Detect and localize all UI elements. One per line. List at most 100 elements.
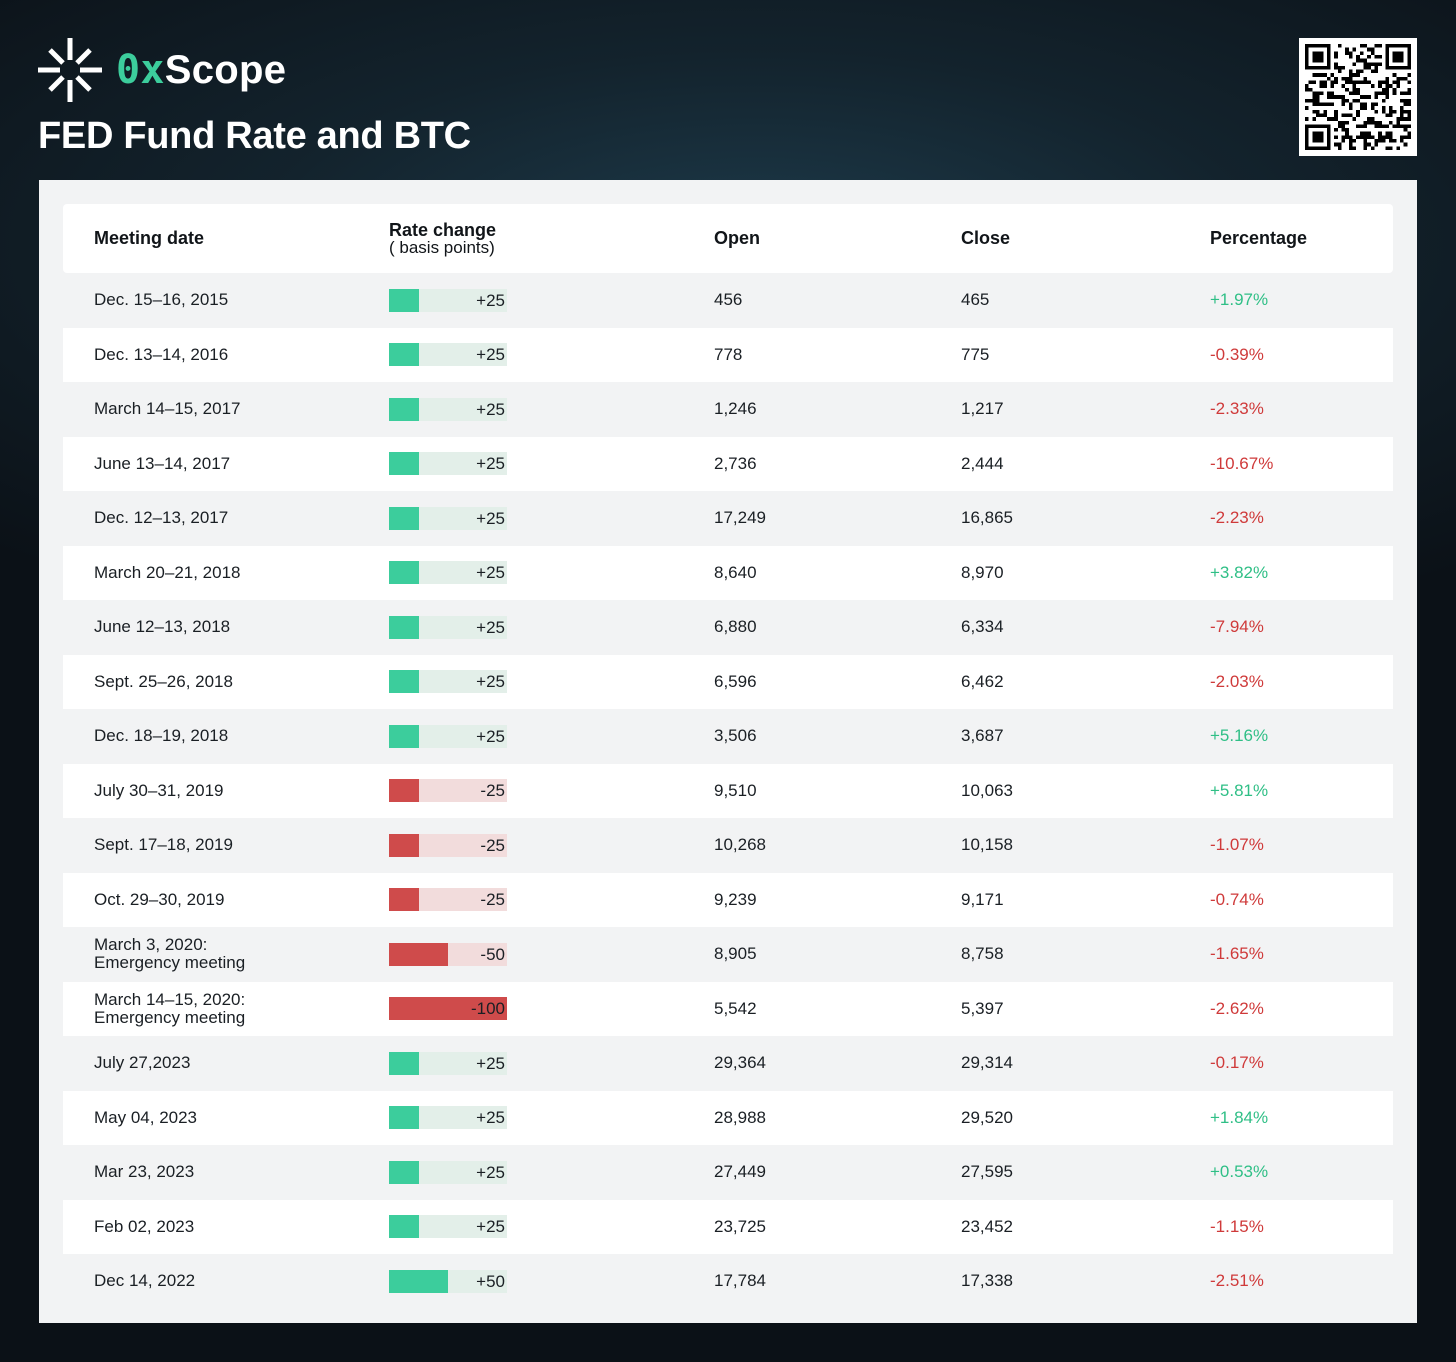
cell-rate-change: +25 xyxy=(389,1200,509,1255)
cell-close: 775 xyxy=(961,344,990,364)
rate-table: Meeting date Rate change ( basis points)… xyxy=(63,204,1393,1309)
cell-close: 2,444 xyxy=(961,453,1004,473)
meeting-date-text: July 27,2023 xyxy=(94,1053,191,1073)
meeting-date-text: Oct. 29–30, 2019 xyxy=(94,889,225,909)
cell-meeting-date: July 27,2023 xyxy=(94,1036,364,1091)
meeting-date-note: Emergency meeting xyxy=(94,953,246,973)
rate-change-bar-fill xyxy=(389,1215,419,1239)
cell-percentage: -0.74% xyxy=(1210,889,1264,909)
table-panel: Meeting date Rate change ( basis points)… xyxy=(39,180,1417,1323)
table-row: Dec. 15–16, 2015 +25 456 465 +1.97% xyxy=(63,273,1393,328)
rate-change-bar: +25 xyxy=(389,288,507,312)
cell-rate-change: +25 xyxy=(389,546,509,601)
cell-rate-change: +25 xyxy=(389,437,509,492)
cell-meeting-date: Sept. 17–18, 2019 xyxy=(94,818,364,873)
cell-meeting-date: June 13–14, 2017 xyxy=(94,437,364,492)
cell-percentage: +1.84% xyxy=(1210,1107,1269,1127)
rate-change-bar: +25 xyxy=(389,615,507,639)
rate-change-bar: +25 xyxy=(389,506,507,530)
header-rate-change-label: Rate change xyxy=(389,219,497,240)
cell-open: 27,449 xyxy=(714,1162,766,1182)
cell-percentage: -2.23% xyxy=(1210,508,1264,528)
cell-close: 10,063 xyxy=(961,780,1013,800)
meeting-date-text: Dec. 18–19, 2018 xyxy=(94,726,229,746)
brand-name-rest: Scope xyxy=(164,48,287,92)
header: 0xScope FED Fund Rate and BTC xyxy=(0,0,1456,180)
table-row: Feb 02, 2023 +25 23,725 23,452 -1.15% xyxy=(63,1199,1393,1255)
meeting-date-text: Dec. 15–16, 2015 xyxy=(94,290,229,310)
qr-code[interactable] xyxy=(1299,38,1417,156)
cell-rate-change: +25 xyxy=(389,1036,509,1091)
cell-meeting-date: June 12–13, 2018 xyxy=(94,600,364,655)
cell-rate-change: +25 xyxy=(389,1091,509,1146)
rate-change-bar-fill xyxy=(389,670,419,694)
header-rate-change: Rate change ( basis points) xyxy=(389,204,509,273)
rate-change-value: +25 xyxy=(476,454,505,474)
cell-percentage: -0.39% xyxy=(1210,344,1264,364)
meeting-date-text: March 14–15, 2020: xyxy=(94,989,246,1009)
rate-change-value: +25 xyxy=(476,1053,505,1073)
table-row: March 14–15, 2017 +25 1,246 1,217 -2.33% xyxy=(63,382,1393,437)
cell-close: 5,397 xyxy=(961,998,1004,1018)
cell-percentage: -2.03% xyxy=(1210,671,1264,691)
cell-percentage: +5.16% xyxy=(1210,726,1269,746)
cell-percentage: -2.51% xyxy=(1210,1271,1264,1291)
rate-change-bar: +25 xyxy=(389,670,507,694)
cell-meeting-date: March 14–15, 2020: Emergency meeting xyxy=(94,982,364,1037)
table-row: March 3, 2020: Emergency meeting -50 8,905 8… xyxy=(63,927,1393,982)
cell-meeting-date: Dec. 13–14, 2016 xyxy=(94,328,364,383)
cell-close: 9,171 xyxy=(961,889,1004,909)
cell-percentage: +1.97% xyxy=(1210,290,1269,310)
brand-logo[interactable]: 0xScope xyxy=(38,38,286,102)
cell-open: 778 xyxy=(714,344,743,364)
cell-percentage: -10.67% xyxy=(1210,453,1274,473)
cell-meeting-date: Dec. 18–19, 2018 xyxy=(94,709,364,764)
cell-rate-change: +25 xyxy=(389,273,509,328)
table-row: Dec. 12–13, 2017 +25 17,249 16,865 -2.23% xyxy=(63,491,1393,546)
cell-close: 23,452 xyxy=(961,1216,1013,1236)
cell-open: 6,596 xyxy=(714,671,757,691)
meeting-date-text: Mar 23, 2023 xyxy=(94,1162,195,1182)
rate-change-bar: +25 xyxy=(389,1106,507,1130)
cell-close: 29,314 xyxy=(961,1053,1013,1073)
rate-change-bar: +25 xyxy=(389,724,507,748)
cell-percentage: +5.81% xyxy=(1210,780,1269,800)
rate-change-bar-fill xyxy=(389,888,419,912)
cell-percentage: -0.17% xyxy=(1210,1053,1264,1073)
header-percentage: Percentage xyxy=(1210,228,1308,248)
meeting-date-text: June 12–13, 2018 xyxy=(94,617,231,637)
meeting-date-text: Feb 02, 2023 xyxy=(94,1216,195,1236)
cell-meeting-date: Dec. 15–16, 2015 xyxy=(94,273,364,328)
header-rate-change-unit: ( basis points) xyxy=(389,237,495,257)
rate-change-value: +25 xyxy=(476,726,505,746)
cell-rate-change: -25 xyxy=(389,764,509,819)
cell-close: 3,687 xyxy=(961,726,1004,746)
table-row: Dec 14, 2022 +50 17,784 17,338 -2.51% xyxy=(63,1254,1393,1309)
cell-percentage: -2.33% xyxy=(1210,399,1264,419)
rate-change-bar: +25 xyxy=(389,561,507,585)
cell-percentage: -1.65% xyxy=(1210,944,1264,964)
cell-open: 8,640 xyxy=(714,562,757,582)
table-row: March 20–21, 2018 +25 8,640 8,970 +3.82% xyxy=(63,545,1393,601)
rate-change-bar-fill xyxy=(389,343,419,367)
cell-meeting-date: May 04, 2023 xyxy=(94,1091,364,1146)
cell-close: 465 xyxy=(961,290,990,310)
rate-change-bar: -50 xyxy=(389,942,507,966)
rate-change-value: +25 xyxy=(476,508,505,528)
rate-change-bar: -25 xyxy=(389,779,507,803)
rate-change-bar: +25 xyxy=(389,452,507,476)
rate-change-value: +25 xyxy=(476,345,505,365)
cell-rate-change: +25 xyxy=(389,382,509,437)
cell-rate-change: -100 xyxy=(389,982,509,1037)
table-header-row: Meeting date Rate change ( basis points)… xyxy=(63,204,1393,273)
rate-change-value: +25 xyxy=(476,672,505,692)
cell-close: 29,520 xyxy=(961,1107,1013,1127)
cell-percentage: -7.94% xyxy=(1210,617,1264,637)
cell-open: 28,988 xyxy=(714,1107,766,1127)
rate-change-value: +25 xyxy=(476,563,505,583)
brand-name: 0xScope xyxy=(116,50,286,90)
cell-rate-change: -50 xyxy=(389,927,509,982)
rate-change-value: +25 xyxy=(476,1108,505,1128)
cell-meeting-date: Dec. 12–13, 2017 xyxy=(94,491,364,546)
cell-rate-change: +25 xyxy=(389,1145,509,1200)
